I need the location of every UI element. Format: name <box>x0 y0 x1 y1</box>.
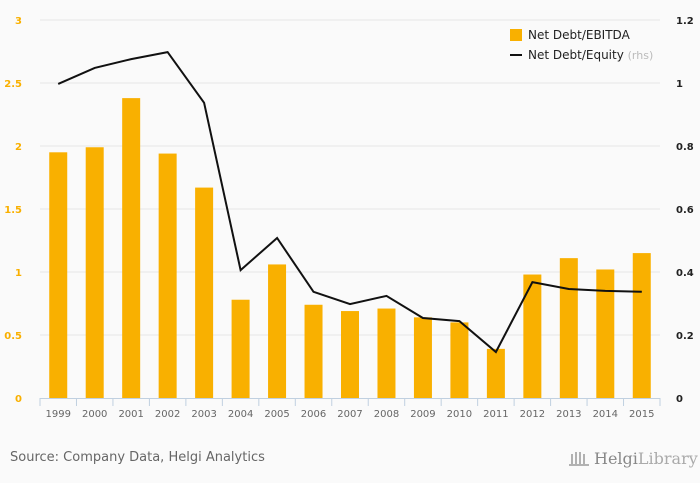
left-axis-tick-label: 1 <box>15 268 22 279</box>
x-axis-tick-label: 2015 <box>629 409 654 420</box>
bar-net-debt-ebitda <box>341 311 359 398</box>
x-axis-tick-label: 2000 <box>82 409 107 420</box>
x-axis-tick-label: 2003 <box>191 409 216 420</box>
left-axis-tick-label: 0 <box>15 394 22 405</box>
x-axis-tick-label: 2007 <box>337 409 362 420</box>
bar-net-debt-ebitda <box>632 253 651 398</box>
legend-swatch-bar <box>510 29 522 41</box>
bar-net-debt-ebitda <box>377 308 396 398</box>
x-axis-tick-label: 2011 <box>483 409 508 420</box>
x-axis-tick-label: 2014 <box>593 409 618 420</box>
left-axis-tick-label: 3 <box>15 16 22 27</box>
right-axis-tick-label: 0.4 <box>676 268 694 279</box>
bar-net-debt-ebitda <box>523 274 542 398</box>
bar-net-debt-ebitda <box>85 147 104 398</box>
x-axis-tick-label: 2010 <box>447 409 472 420</box>
bar-net-debt-ebitda <box>304 304 323 398</box>
left-axis-tick-label: 2.5 <box>4 79 22 90</box>
helgi-library-logo: HelgiLibrary <box>568 449 698 468</box>
legend-label-bar: Net Debt/EBITDA <box>528 28 631 42</box>
x-axis-tick-label: 2005 <box>264 409 289 420</box>
bar-net-debt-ebitda <box>268 264 287 398</box>
right-axis-tick-label: 1.2 <box>676 16 694 27</box>
bar-net-debt-ebitda <box>450 322 469 398</box>
right-axis-tick-label: 1 <box>676 79 683 90</box>
bar-net-debt-ebitda <box>486 348 505 398</box>
left-axis-tick-label: 1.5 <box>4 205 22 216</box>
x-axis-tick-label: 2004 <box>228 409 253 420</box>
bar-net-debt-ebitda <box>231 299 250 398</box>
left-axis-tick-label: 2 <box>15 142 22 153</box>
right-axis-tick-label: 0.6 <box>676 205 694 216</box>
x-axis-tick-label: 2009 <box>410 409 435 420</box>
right-axis-tick-label: 0 <box>676 394 683 405</box>
x-axis-tick-label: 1999 <box>46 409 71 420</box>
library-logo-icon <box>569 451 589 466</box>
bar-net-debt-ebitda <box>158 153 177 398</box>
right-axis-tick-label: 0.2 <box>676 331 694 342</box>
right-axis-tick-label: 0.8 <box>676 142 694 153</box>
x-axis-tick-label: 2008 <box>374 409 399 420</box>
x-axis-tick-label: 2001 <box>118 409 143 420</box>
line-net-debt-equity <box>57 50 642 354</box>
bar-net-debt-ebitda <box>195 187 214 398</box>
x-axis-tick-label: 2006 <box>301 409 326 420</box>
combo-chart: 0 0.5 1 1.5 2 2.5 3 0 0.2 0.4 0.6 0.8 1 1.2 1999 2000 20… <box>4 16 694 420</box>
x-axis-tick-label: 2012 <box>520 409 545 420</box>
legend-label-line: Net Debt/Equity (rhs) <box>528 48 653 62</box>
source-note: Source: Company Data, Helgi Analytics <box>10 450 265 465</box>
x-axis-tick-label: 2002 <box>155 409 180 420</box>
x-axis-tick-label: 2013 <box>556 409 581 420</box>
bar-net-debt-ebitda <box>559 258 578 398</box>
left-axis-tick-label: 0.5 <box>4 331 22 342</box>
bar-net-debt-ebitda <box>413 317 432 398</box>
bar-net-debt-ebitda <box>122 98 141 399</box>
bar-net-debt-ebitda <box>596 269 615 398</box>
bar-net-debt-ebitda <box>49 152 68 398</box>
